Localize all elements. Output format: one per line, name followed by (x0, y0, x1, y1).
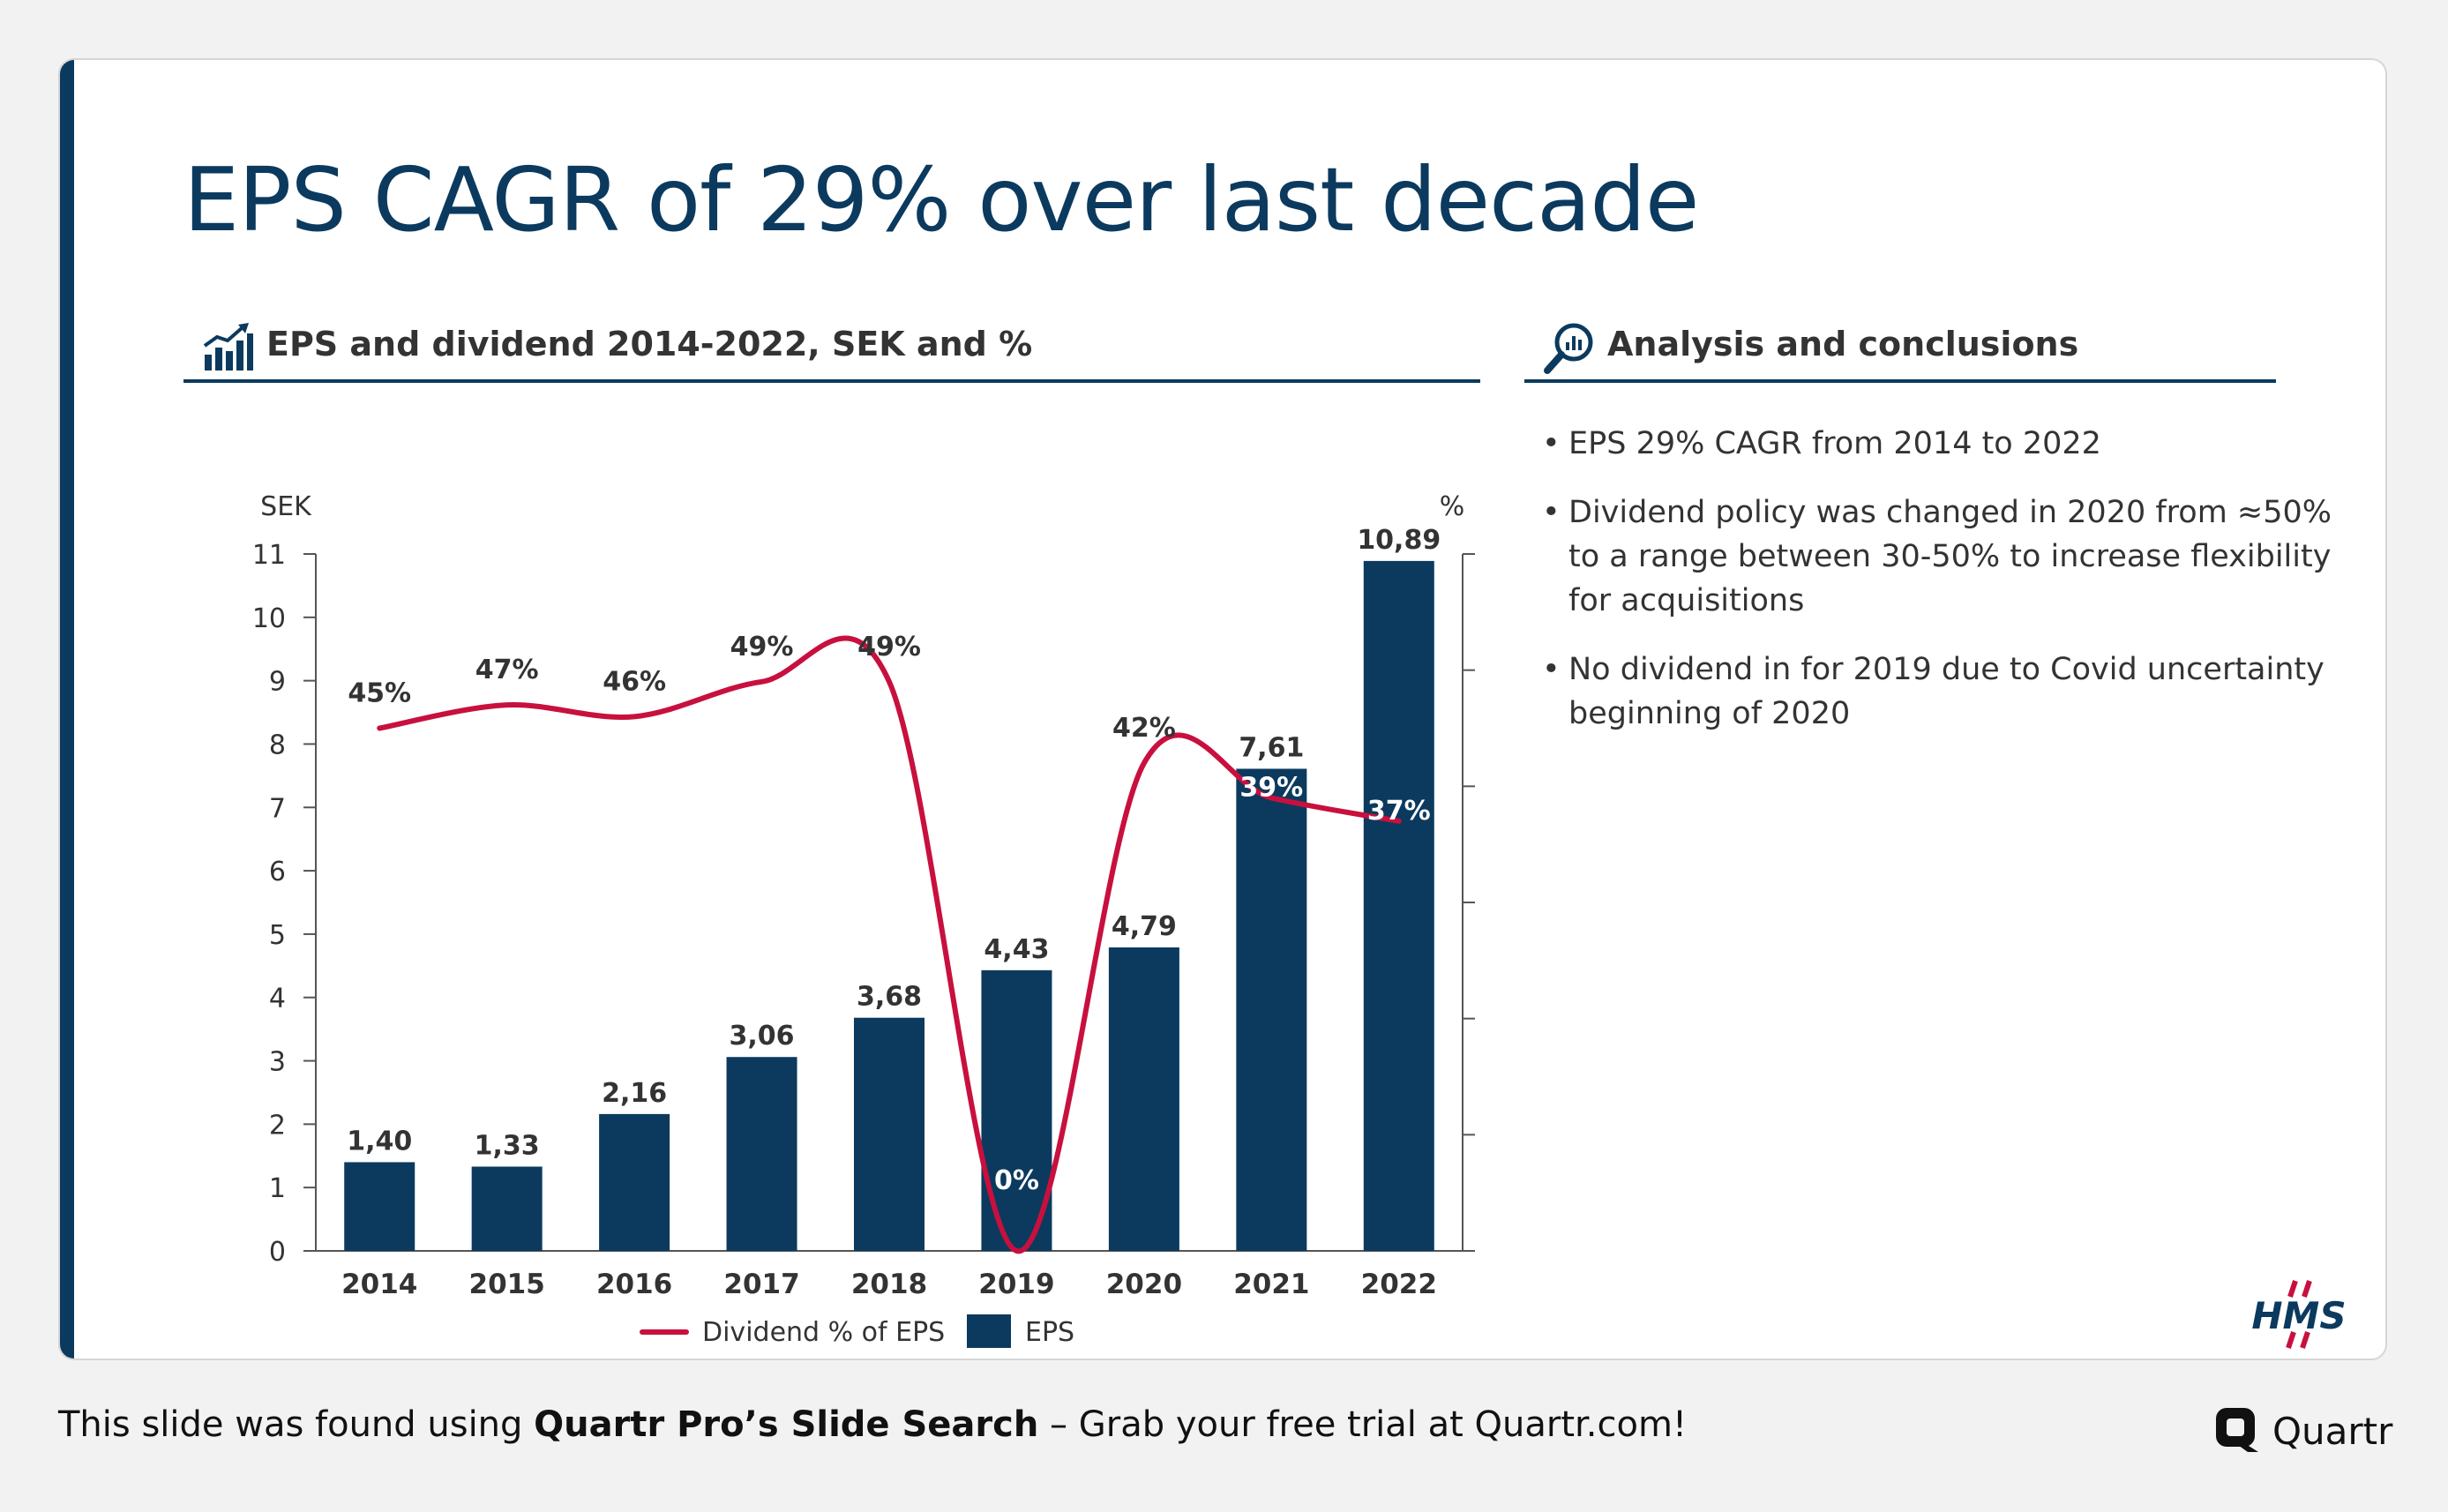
footer-text: This slide was found using Quartr Pro’s … (58, 1404, 1687, 1445)
y-left-tick-label: 7 (269, 793, 286, 824)
footer-text-bold: Quartr Pro’s Slide Search (534, 1404, 1039, 1445)
eps-bar (344, 1162, 415, 1251)
eps-bar-label: 1,33 (475, 1130, 540, 1161)
dividend-point-label: 42% (1112, 713, 1176, 744)
analysis-section-title: Analysis and conclusions (1607, 325, 2079, 363)
quartr-logo-icon (2212, 1404, 2262, 1458)
x-tick-label: 2020 (1106, 1269, 1182, 1300)
x-tick-label: 2016 (596, 1269, 672, 1300)
eps-bar-label: 7,61 (1239, 732, 1304, 763)
y-left-axis-label: SEK (260, 491, 312, 522)
x-tick-label: 2018 (851, 1269, 927, 1300)
footer-text-suffix: – Grab your free trial at Quartr.com! (1038, 1404, 1687, 1445)
eps-bar (1236, 768, 1307, 1251)
eps-bar (599, 1113, 670, 1251)
eps-bar (726, 1057, 797, 1251)
analysis-bullet: EPS 29% CAGR from 2014 to 2022 (1542, 422, 2354, 466)
y-left-tick-label: 5 (269, 920, 286, 951)
analysis-bullet: Dividend policy was changed in 2020 from… (1542, 490, 2354, 623)
y-left-tick-label: 6 (269, 857, 286, 887)
dividend-point-label: 49% (730, 632, 794, 662)
y-left-tick-label: 0 (269, 1237, 286, 1268)
chart-section-header: EPS and dividend 2014-2022, SEK and % (183, 312, 1480, 383)
x-tick-label: 2017 (723, 1269, 799, 1300)
eps-bar (854, 1017, 925, 1251)
y-left-tick-label: 3 (269, 1047, 286, 1078)
slide-accent-bar (60, 60, 74, 1359)
dividend-point-label: 0% (994, 1165, 1039, 1196)
legend-eps-swatch (967, 1314, 1011, 1348)
slide: EPS CAGR of 29% over last decade EPS and… (58, 58, 2387, 1360)
dividend-point-label: 37% (1367, 796, 1431, 827)
quartr-brand-text: Quartr (2272, 1410, 2393, 1453)
bar-chart-trend-icon (201, 321, 254, 378)
hms-logo-text: HMS (2251, 1294, 2346, 1337)
x-tick-label: 2022 (1361, 1269, 1437, 1300)
eps-bar (471, 1166, 543, 1251)
eps-bar-label: 4,43 (984, 934, 1049, 965)
eps-bar (1108, 947, 1179, 1251)
hms-logo-icon: HMS (2239, 1277, 2362, 1359)
legend-eps-label: EPS (1025, 1317, 1074, 1348)
analysis-section-header: Analysis and conclusions (1524, 312, 2276, 383)
analysis-bullet: No dividend in for 2019 due to Covid unc… (1542, 647, 2354, 736)
y-left-tick-label: 1 (269, 1173, 286, 1204)
eps-bar-label: 3,68 (857, 982, 922, 1013)
dividend-point-label: 49% (857, 632, 921, 662)
footer-text-prefix: This slide was found using (58, 1404, 535, 1445)
y-left-tick-label: 11 (252, 540, 286, 571)
x-tick-label: 2021 (1233, 1269, 1309, 1300)
eps-dividend-chart: 01234567891011SEK0%10%20%30%40%50%60%%1,… (252, 491, 1475, 1348)
eps-bar-label: 1,40 (347, 1126, 412, 1156)
y-left-tick-label: 10 (252, 603, 286, 634)
eps-bar-label: 4,79 (1112, 911, 1177, 942)
y-left-tick-label: 9 (269, 667, 286, 698)
dividend-point-label: 45% (348, 678, 411, 709)
eps-bar-label: 10,89 (1357, 525, 1441, 556)
chart-section-title: EPS and dividend 2014-2022, SEK and % (266, 325, 1033, 363)
analysis-list: EPS 29% CAGR from 2014 to 2022 Dividend … (1542, 422, 2354, 760)
eps-bar-label: 2,16 (602, 1078, 667, 1109)
slide-title: EPS CAGR of 29% over last decade (183, 148, 1699, 251)
dividend-line (377, 635, 1402, 1254)
x-tick-label: 2015 (469, 1269, 545, 1300)
x-tick-label: 2019 (978, 1269, 1054, 1300)
quartr-brand[interactable]: Quartr (2212, 1404, 2392, 1458)
eps-bar-label: 3,06 (730, 1021, 795, 1052)
x-tick-label: 2014 (341, 1269, 417, 1300)
eps-bar (1363, 560, 1434, 1251)
legend-dividend-label: Dividend % of EPS (702, 1317, 945, 1348)
dividend-point-label: 47% (475, 655, 539, 685)
y-left-tick-label: 8 (269, 730, 286, 760)
dividend-point-label: 39% (1239, 773, 1303, 804)
magnifier-chart-icon (1542, 321, 1597, 380)
y-left-tick-label: 2 (269, 1110, 286, 1141)
y-left-tick-label: 4 (269, 984, 286, 1014)
y-right-axis-label: % (1440, 491, 1465, 522)
dividend-point-label: 46% (603, 666, 666, 697)
